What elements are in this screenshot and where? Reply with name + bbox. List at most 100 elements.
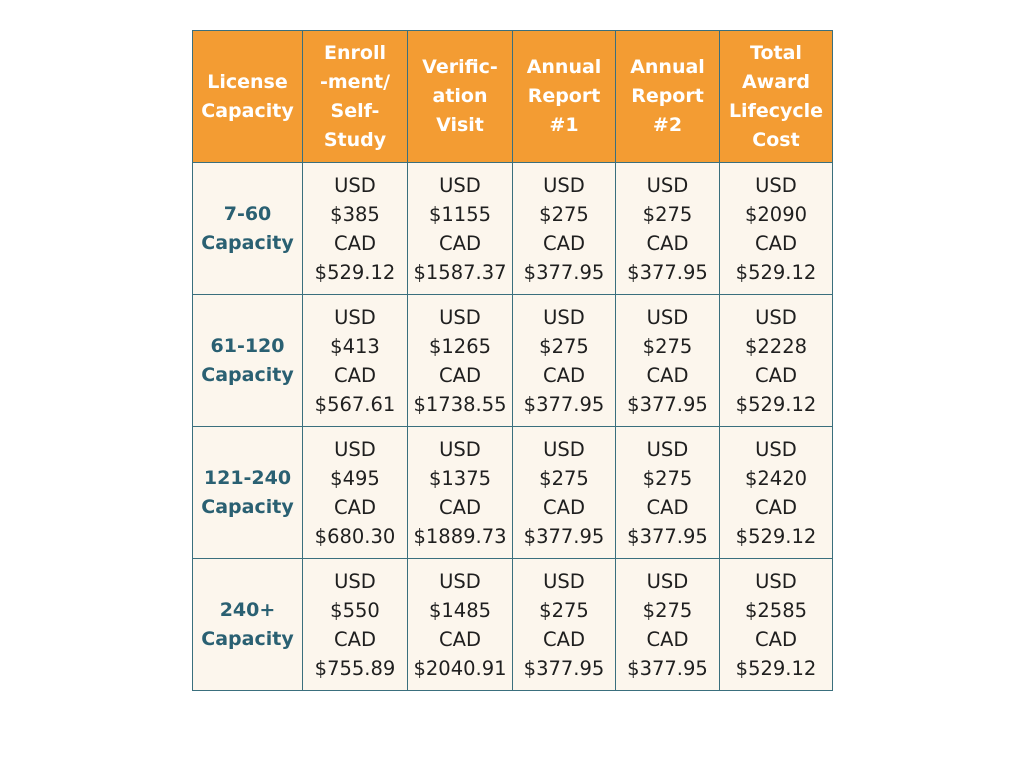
- fee-cell-line: CAD: [334, 495, 376, 519]
- fee-cell-enrollment-self-study: USD $550 CAD $755.89: [302, 558, 408, 691]
- fee-cell-verification-visit: USD $1375 CAD $1889.73: [407, 426, 513, 559]
- fee-cell-line: USD: [543, 173, 585, 197]
- fee-cell-line: USD: [543, 305, 585, 329]
- fee-cell-line: $529.12: [735, 524, 817, 548]
- fee-cell-line: $2040.91: [413, 656, 507, 680]
- row-label-line: Capacity: [201, 363, 294, 386]
- fee-cell-line: CAD: [755, 627, 797, 651]
- fee-cell-line: $275: [642, 466, 693, 490]
- fee-cell-line: USD: [439, 305, 481, 329]
- header-total-award-lifecycle-cost: Total Award Lifecycle Cost: [719, 30, 833, 163]
- fee-cell-line: $275: [539, 598, 589, 622]
- fee-cell-line: $377.95: [627, 656, 708, 680]
- fee-cell-line: $385: [330, 202, 380, 226]
- fee-cell-total-award-lifecycle-cost: USD $2585 CAD $529.12: [719, 558, 833, 691]
- fee-table: License Capacity Enroll -ment/ Self- Stu…: [192, 30, 833, 691]
- row-label-line: 121-240: [203, 466, 292, 489]
- fee-cell-line: $377.95: [523, 656, 605, 680]
- fee-cell-line: CAD: [755, 495, 797, 519]
- fee-cell-line: $275: [539, 334, 589, 358]
- row-label-line: Capacity: [201, 627, 294, 650]
- fee-cell-line: CAD: [439, 495, 481, 519]
- table-row: 61-120 Capacity USD $413 CAD $567.61 USD $1265 C…: [192, 294, 833, 427]
- fee-cell-annual-report-2: USD $275 CAD $377.95: [615, 294, 720, 427]
- row-label-line: Capacity: [201, 495, 294, 518]
- fee-cell-verification-visit: USD $1265 CAD $1738.55: [407, 294, 513, 427]
- fee-cell-line: CAD: [334, 363, 376, 387]
- fee-cell-line: $2420: [744, 466, 808, 490]
- table-row: 121-240 Capacity USD $495 CAD $680.30 USD $1375…: [192, 426, 833, 559]
- fee-cell-line: USD: [334, 305, 376, 329]
- fee-cell-line: $275: [642, 334, 693, 358]
- fee-cell-line: $529.12: [735, 392, 817, 416]
- fee-cell-line: CAD: [334, 627, 376, 651]
- fee-cell-annual-report-2: USD $275 CAD $377.95: [615, 558, 720, 691]
- header-enrollment-self-study: Enroll -ment/ Self- Study: [302, 30, 408, 163]
- fee-cell-annual-report-2: USD $275 CAD $377.95: [615, 426, 720, 559]
- fee-cell-line: $755.89: [314, 656, 396, 680]
- fee-cell-line: $2228: [744, 334, 808, 358]
- fee-cell-line: $275: [642, 202, 693, 226]
- header-annual-report-2: Annual Report #2: [615, 30, 720, 163]
- fee-cell-line: $1587.37: [413, 260, 507, 284]
- fee-cell-line: $377.95: [627, 524, 708, 548]
- row-label-capacity: 121-240 Capacity: [192, 426, 303, 559]
- fee-cell-line: CAD: [646, 363, 689, 387]
- fee-cell-line: CAD: [646, 231, 689, 255]
- fee-cell-verification-visit: USD $1155 CAD $1587.37: [407, 162, 513, 295]
- fee-cell-line: CAD: [439, 363, 481, 387]
- fee-cell-total-award-lifecycle-cost: USD $2420 CAD $529.12: [719, 426, 833, 559]
- fee-cell-annual-report-1: USD $275 CAD $377.95: [512, 294, 616, 427]
- table-row: 7-60 Capacity USD $385 CAD $529.12 USD $1155 CAD…: [192, 162, 833, 295]
- fee-cell-line: $1155: [428, 202, 492, 226]
- row-label-line: 7-60: [223, 202, 272, 225]
- fee-cell-line: CAD: [755, 363, 797, 387]
- fee-cell-line: $1889.73: [413, 524, 507, 548]
- fee-cell-line: USD: [646, 173, 689, 197]
- fee-cell-line: CAD: [439, 627, 481, 651]
- fee-cell-line: USD: [439, 569, 481, 593]
- fee-cell-line: USD: [334, 437, 376, 461]
- fee-cell-line: USD: [439, 437, 481, 461]
- fee-cell-line: $377.95: [627, 260, 708, 284]
- fee-cell-line: $2585: [744, 598, 808, 622]
- row-label-line: 240+: [219, 598, 276, 621]
- fee-cell-line: $567.61: [314, 392, 396, 416]
- fee-cell-line: USD: [755, 173, 797, 197]
- fee-cell-enrollment-self-study: USD $495 CAD $680.30: [302, 426, 408, 559]
- fee-cell-annual-report-1: USD $275 CAD $377.95: [512, 558, 616, 691]
- fee-cell-line: USD: [334, 173, 376, 197]
- fee-cell-line: USD: [755, 437, 797, 461]
- fee-cell-line: CAD: [543, 627, 585, 651]
- fee-cell-line: $275: [539, 466, 589, 490]
- fee-cell-line: USD: [755, 305, 797, 329]
- fee-cell-line: USD: [646, 569, 689, 593]
- fee-cell-line: USD: [334, 569, 376, 593]
- fee-cell-annual-report-2: USD $275 CAD $377.95: [615, 162, 720, 295]
- fee-cell-line: $377.95: [523, 392, 605, 416]
- header-license-capacity: License Capacity: [192, 30, 303, 163]
- fee-cell-line: CAD: [439, 231, 481, 255]
- fee-cell-line: $1738.55: [413, 392, 507, 416]
- fee-cell-enrollment-self-study: USD $385 CAD $529.12: [302, 162, 408, 295]
- fee-cell-line: $377.95: [627, 392, 708, 416]
- row-label-capacity: 7-60 Capacity: [192, 162, 303, 295]
- fee-cell-line: $495: [330, 466, 380, 490]
- fee-cell-annual-report-1: USD $275 CAD $377.95: [512, 426, 616, 559]
- fee-cell-line: $550: [330, 598, 380, 622]
- fee-cell-line: $377.95: [523, 524, 605, 548]
- fee-cell-line: $680.30: [314, 524, 396, 548]
- fee-cell-line: $529.12: [735, 260, 817, 284]
- fee-cell-line: $1265: [428, 334, 492, 358]
- fee-cell-line: $413: [330, 334, 380, 358]
- fee-cell-line: $1375: [428, 466, 492, 490]
- fee-cell-line: USD: [646, 437, 689, 461]
- fee-cell-line: CAD: [543, 231, 585, 255]
- row-label-capacity: 240+ Capacity: [192, 558, 303, 691]
- fee-cell-line: CAD: [755, 231, 797, 255]
- row-label-line: 61-120: [210, 334, 285, 357]
- fee-cell-line: $275: [642, 598, 693, 622]
- fee-cell-enrollment-self-study: USD $413 CAD $567.61: [302, 294, 408, 427]
- row-label-capacity: 61-120 Capacity: [192, 294, 303, 427]
- header-verification-visit: Verific- ation Visit: [407, 30, 513, 163]
